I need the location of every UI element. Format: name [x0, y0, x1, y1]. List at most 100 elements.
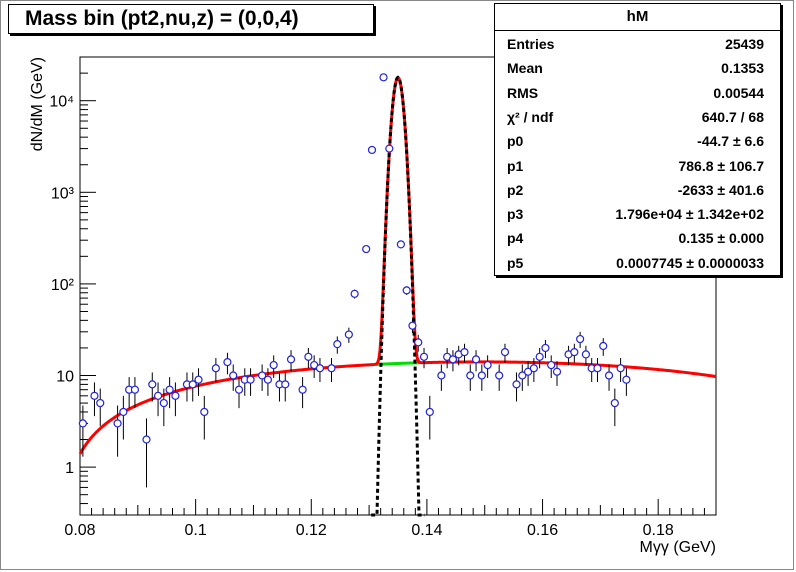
stats-key: p2: [507, 181, 524, 198]
stats-key: χ² / ndf: [507, 108, 554, 125]
stats-value: 786.8 ± 106.7: [678, 157, 764, 174]
data-point: [113, 419, 122, 428]
stats-row: p4 0.135 ± 0.000: [495, 226, 780, 250]
data-point: [78, 419, 87, 428]
data-point: [414, 338, 423, 347]
stats-key: p4: [507, 230, 524, 247]
stats-row: p1 786.8 ± 106.7: [495, 154, 780, 178]
data-point: [142, 435, 151, 444]
stats-key: p1: [507, 157, 524, 174]
data-point: [593, 364, 602, 373]
data-point: [130, 385, 140, 394]
data-point: [604, 371, 614, 380]
data-point: [385, 144, 394, 153]
data-point: [495, 371, 504, 380]
data-point: [477, 371, 486, 380]
stats-value: 640.7 / 68: [701, 108, 764, 125]
data-point: [610, 398, 619, 408]
data-point: [96, 398, 105, 408]
stats-row: p2 -2633 ± 401.6: [495, 178, 780, 202]
data-point: [466, 371, 475, 380]
x-tick-label: 0.1: [185, 522, 207, 539]
data-point: [171, 391, 180, 400]
data-point: [223, 358, 232, 367]
signal-fit-curve: [371, 75, 425, 517]
data-point: [402, 286, 411, 295]
plot-title: Mass bin (pt2,nu,z) = (0,0,4): [8, 4, 374, 34]
y-tick-label: 10⁴: [49, 94, 74, 111]
data-point: [437, 371, 446, 380]
data-point: [269, 360, 278, 370]
fit-curves: [78, 75, 717, 517]
data-point: [500, 348, 510, 357]
stats-value: 0.1353: [721, 60, 764, 77]
data-point: [234, 385, 244, 394]
stats-row: Entries 25439: [495, 32, 780, 56]
data-point: [200, 407, 209, 417]
stats-key: RMS: [507, 84, 539, 101]
y-tick-label: 1: [65, 460, 74, 477]
x-tick-label: 0.14: [411, 522, 442, 539]
data-point: [119, 407, 128, 417]
data-point: [362, 244, 371, 254]
data-point: [229, 371, 238, 380]
data-point: [547, 360, 556, 370]
y-tick-label: 10³: [51, 185, 75, 202]
data-point: [523, 367, 533, 376]
data-point: [263, 375, 273, 384]
stats-key: Mean: [507, 60, 543, 77]
data-point: [327, 364, 336, 373]
stats-value: 25439: [725, 36, 764, 52]
data-point: [90, 391, 99, 400]
data-point: [576, 334, 585, 344]
stats-value: 0.135 ± 0.000: [678, 230, 764, 247]
data-points: [78, 73, 631, 488]
data-point: [153, 391, 163, 400]
data-point: [148, 380, 157, 389]
stats-value: 1.796e+04 ± 1.342e+02: [615, 206, 764, 223]
data-point: [448, 355, 458, 364]
stats-row: p5 0.0007745 ± 0.0000033: [495, 251, 780, 275]
stats-key: p3: [507, 206, 524, 223]
data-point: [529, 364, 538, 373]
stats-row: p0 -44.7 ± 6.6: [495, 129, 780, 153]
data-point: [188, 380, 197, 389]
data-point: [315, 364, 325, 373]
data-point: [304, 352, 313, 361]
plot-frame: [79, 56, 717, 516]
stats-value: -2633 ± 401.6: [677, 181, 764, 198]
axes: 0.08 0.1 0.12 0.14 0.16 0.18 1 10 10² 10³ 10⁴: [49, 56, 717, 539]
data-point: [471, 355, 481, 364]
stats-box: hM Entries 25439 Mean 0.1353 RMS 0.00544 χ² / …: [494, 3, 781, 276]
data-point: [211, 364, 220, 373]
stats-title: hM: [495, 4, 780, 31]
data-point: [379, 73, 388, 82]
data-point: [570, 348, 579, 357]
data-point: [396, 240, 405, 249]
stats-row: χ² / ndf 640.7 / 68: [495, 105, 780, 129]
data-point: [194, 375, 203, 384]
stats-row: p3 1.796e+04 ± 1.342e+02: [495, 202, 780, 226]
x-axis-label: Mγγ (GeV): [640, 539, 716, 556]
data-point: [286, 355, 296, 364]
data-point: [622, 375, 631, 384]
stats-value: 0.00544: [713, 84, 764, 101]
data-point: [281, 380, 290, 389]
stats-key: p0: [507, 133, 524, 150]
data-point: [408, 321, 417, 330]
data-point: [460, 348, 469, 357]
data-point: [258, 371, 267, 380]
data-point: [350, 289, 359, 298]
data-point: [333, 340, 342, 349]
data-point: [425, 407, 434, 417]
data-point: [367, 145, 377, 155]
data-point: [483, 360, 492, 370]
y-tick-label: 10: [56, 369, 74, 386]
axis-labels: Mγγ (GeV) dN/dM (GeV): [29, 57, 716, 556]
data-point: [599, 341, 608, 351]
x-tick-label: 0.16: [527, 522, 558, 539]
x-tick-label: 0.12: [296, 522, 327, 539]
background-fit-curve: [375, 361, 421, 366]
